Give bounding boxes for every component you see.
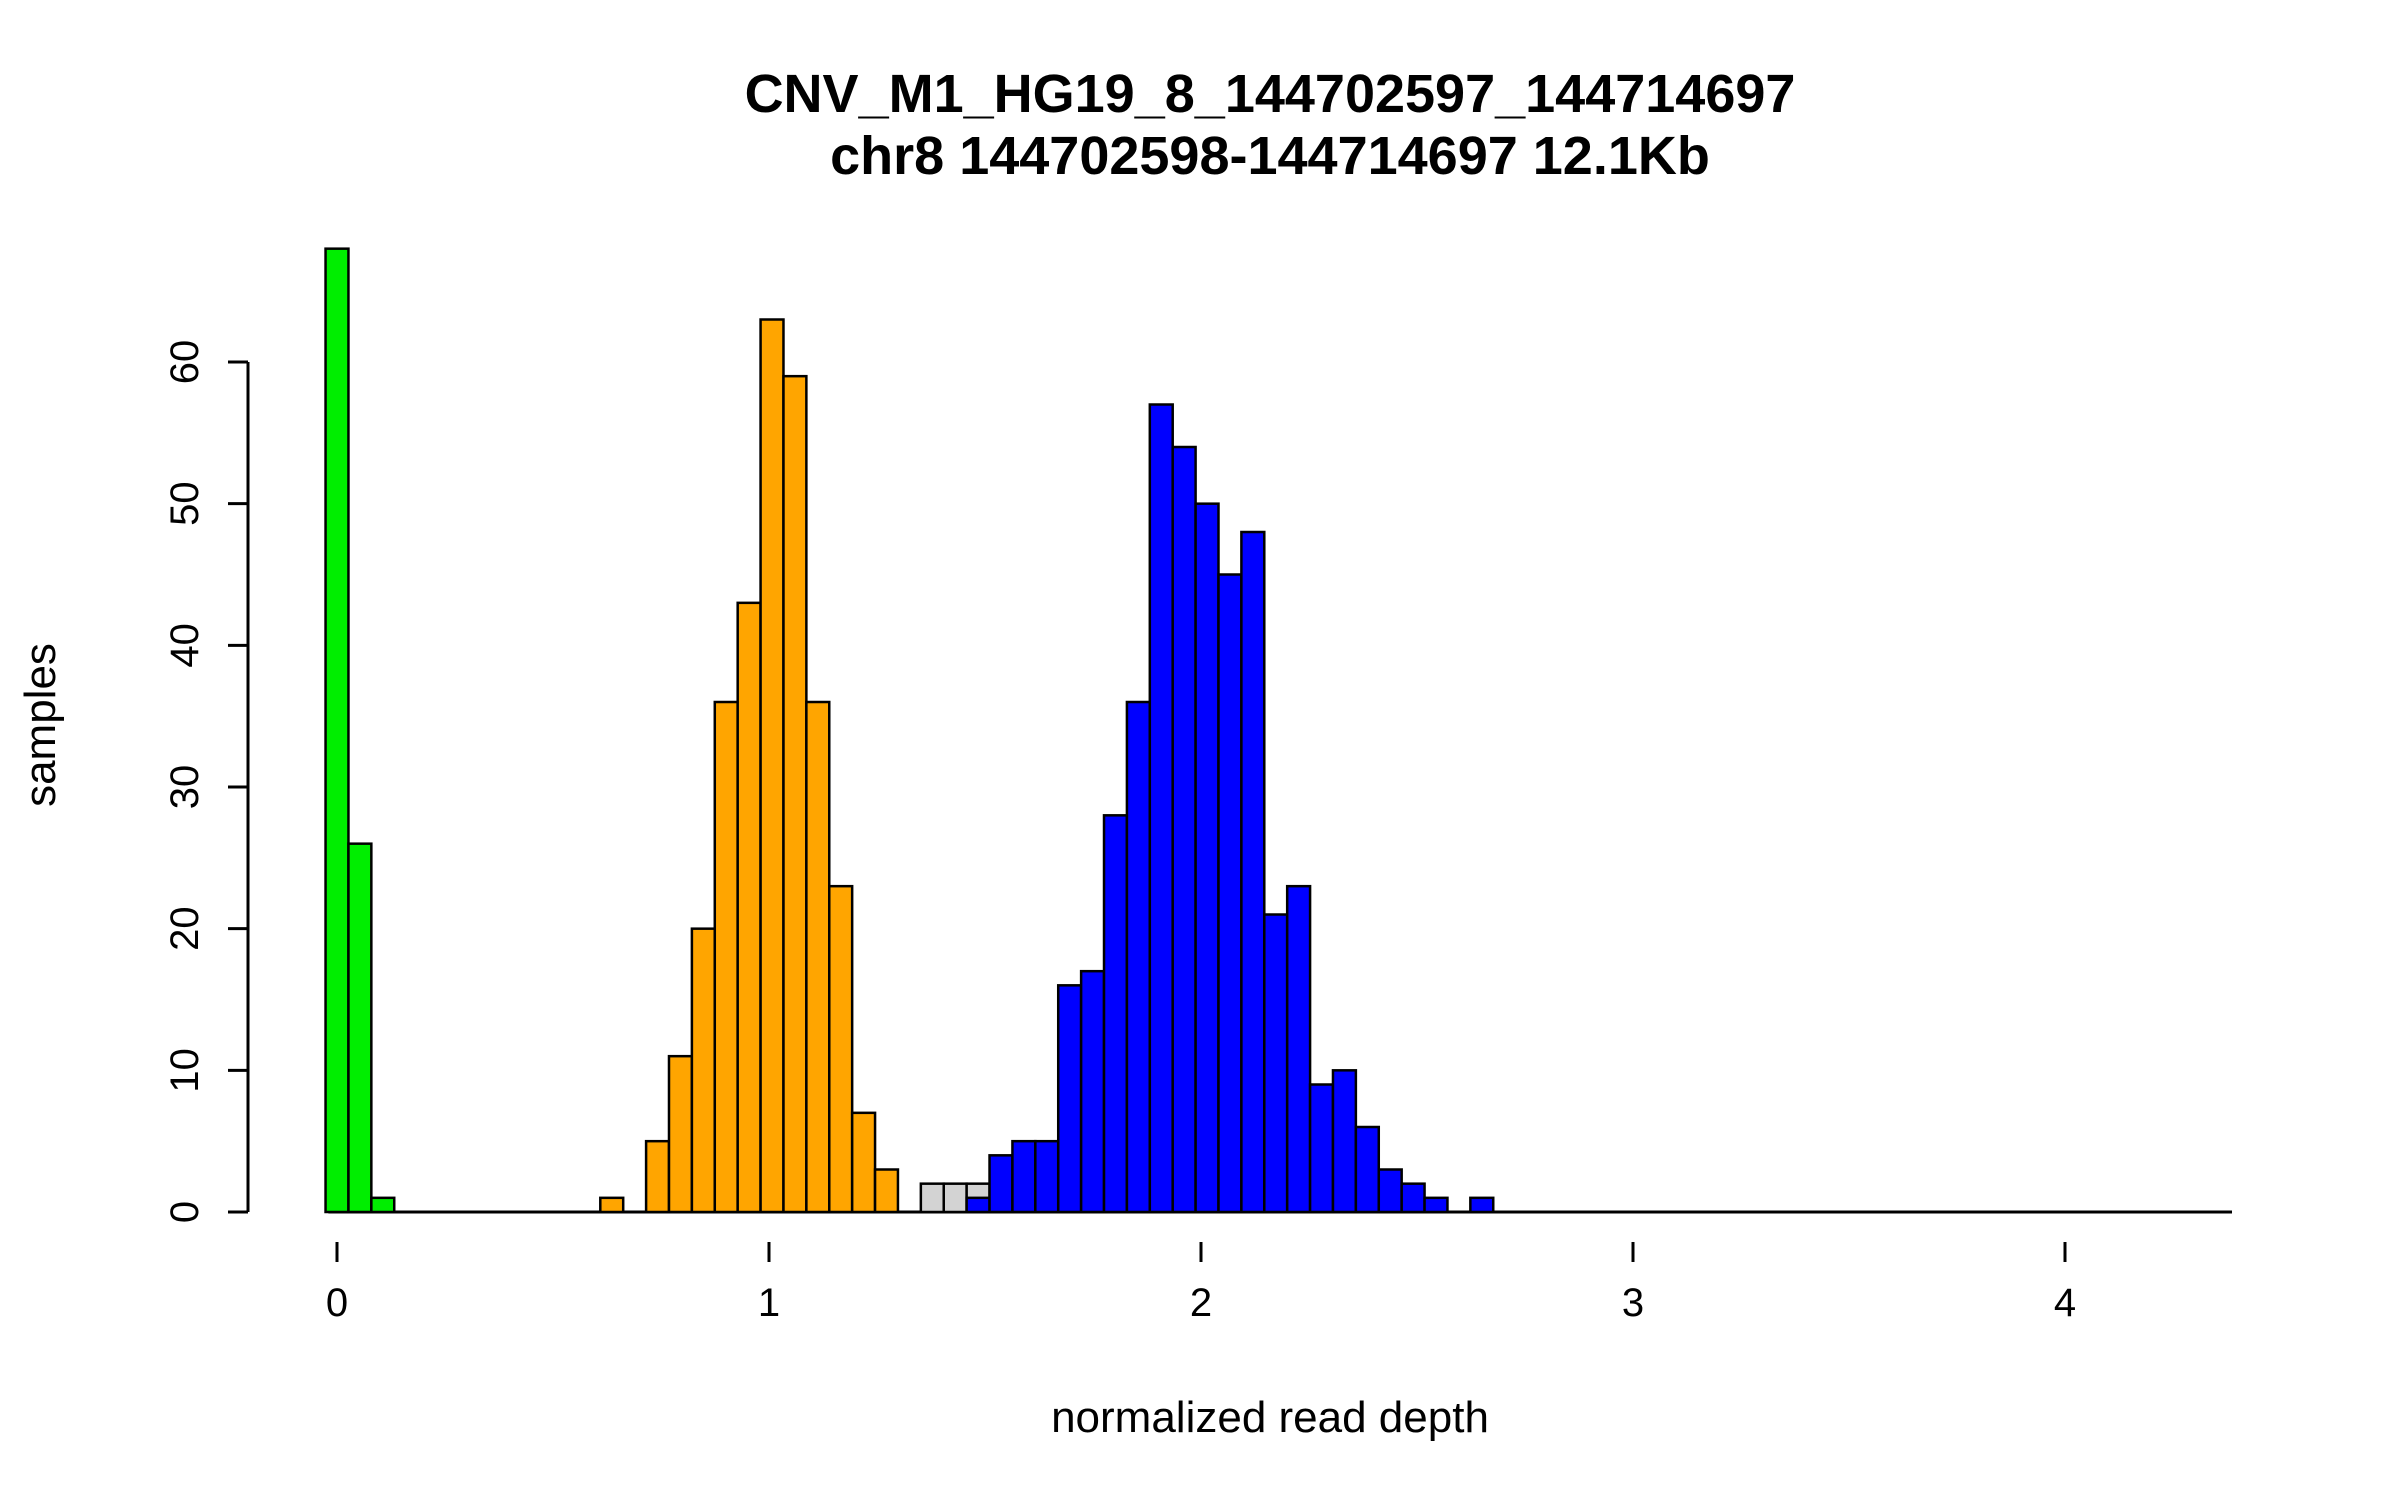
bar-orange-11 — [873, 1168, 900, 1214]
bar-blue-7 — [1125, 700, 1152, 1214]
bar-blue-11 — [1217, 573, 1243, 1214]
y-tick-label-10: 10 — [163, 1048, 207, 1093]
bar-blue-18 — [1377, 1168, 1403, 1214]
x-tick-label-1: 1 — [758, 1281, 780, 1325]
x-tick-label-3: 3 — [1622, 1281, 1644, 1325]
x-axis-label: normalized read depth — [1051, 1393, 1489, 1442]
bar-blue-15 — [1308, 1083, 1335, 1214]
chart-subtitle: chr8 144702598-144714697 12.1Kb — [830, 126, 1710, 186]
y-tick-label-0: 0 — [163, 1201, 207, 1223]
bar-blue-19 — [1400, 1182, 1426, 1214]
bar-blue-1 — [988, 1154, 1014, 1214]
y-tick-label-30: 30 — [163, 765, 207, 810]
x-tick-label-2: 2 — [1190, 1281, 1212, 1325]
bar-gray-0 — [919, 1182, 945, 1214]
y-axis: 0 10 20 30 40 50 60 — [163, 340, 250, 1223]
bar-green-2 — [370, 1196, 396, 1214]
bar-orange-4 — [713, 700, 739, 1214]
bar-green-0 — [324, 247, 350, 1214]
bar-blue-8 — [1148, 403, 1174, 1214]
bar-orange-3 — [690, 927, 717, 1214]
y-tick-label-20: 20 — [163, 906, 207, 951]
y-tick-label-60: 60 — [163, 340, 207, 385]
bar-blue-3 — [1034, 1139, 1060, 1214]
bars-group — [324, 247, 2232, 1214]
chart-title: CNV_M1_HG19_8_144702597_144714697 — [745, 64, 1796, 124]
bar-blue-2 — [1011, 1139, 1037, 1214]
bar-orange-0 — [599, 1196, 625, 1214]
bar-blue-16 — [1331, 1069, 1358, 1214]
bar-orange-10 — [850, 1111, 877, 1214]
bar-orange-9 — [828, 884, 854, 1214]
bar-orange-1 — [644, 1139, 671, 1214]
bar-blue-4 — [1056, 984, 1083, 1214]
y-tick-label-50: 50 — [163, 481, 207, 525]
bar-orange-5 — [736, 601, 762, 1214]
bar-orange-7 — [782, 374, 808, 1214]
bar-blue-0 — [965, 1196, 991, 1214]
bar-blue-14 — [1285, 884, 1312, 1214]
bar-orange-8 — [805, 700, 831, 1214]
bar-blue-17 — [1354, 1125, 1381, 1214]
bar-blue-10 — [1194, 502, 1220, 1214]
y-axis-label: samples — [16, 643, 65, 807]
bar-blue-5 — [1079, 969, 1106, 1214]
bar-orange-6 — [759, 318, 785, 1214]
bar-blue-13 — [1263, 913, 1289, 1214]
bar-blue-9 — [1171, 445, 1197, 1214]
bar-blue-12 — [1240, 530, 1266, 1214]
x-tick-label-0: 0 — [326, 1281, 348, 1325]
bar-gray-1 — [942, 1182, 968, 1214]
x-tick-label-4: 4 — [2054, 1281, 2076, 1325]
bar-green-1 — [347, 842, 373, 1214]
bar-blue-6 — [1102, 814, 1129, 1214]
bar-blue-20 — [1423, 1196, 1449, 1214]
bar-blue-21 — [1469, 1196, 1495, 1214]
y-tick-label-40: 40 — [163, 623, 207, 668]
x-axis: 0 1 2 3 4 — [326, 1242, 2076, 1325]
bar-orange-2 — [667, 1054, 694, 1214]
